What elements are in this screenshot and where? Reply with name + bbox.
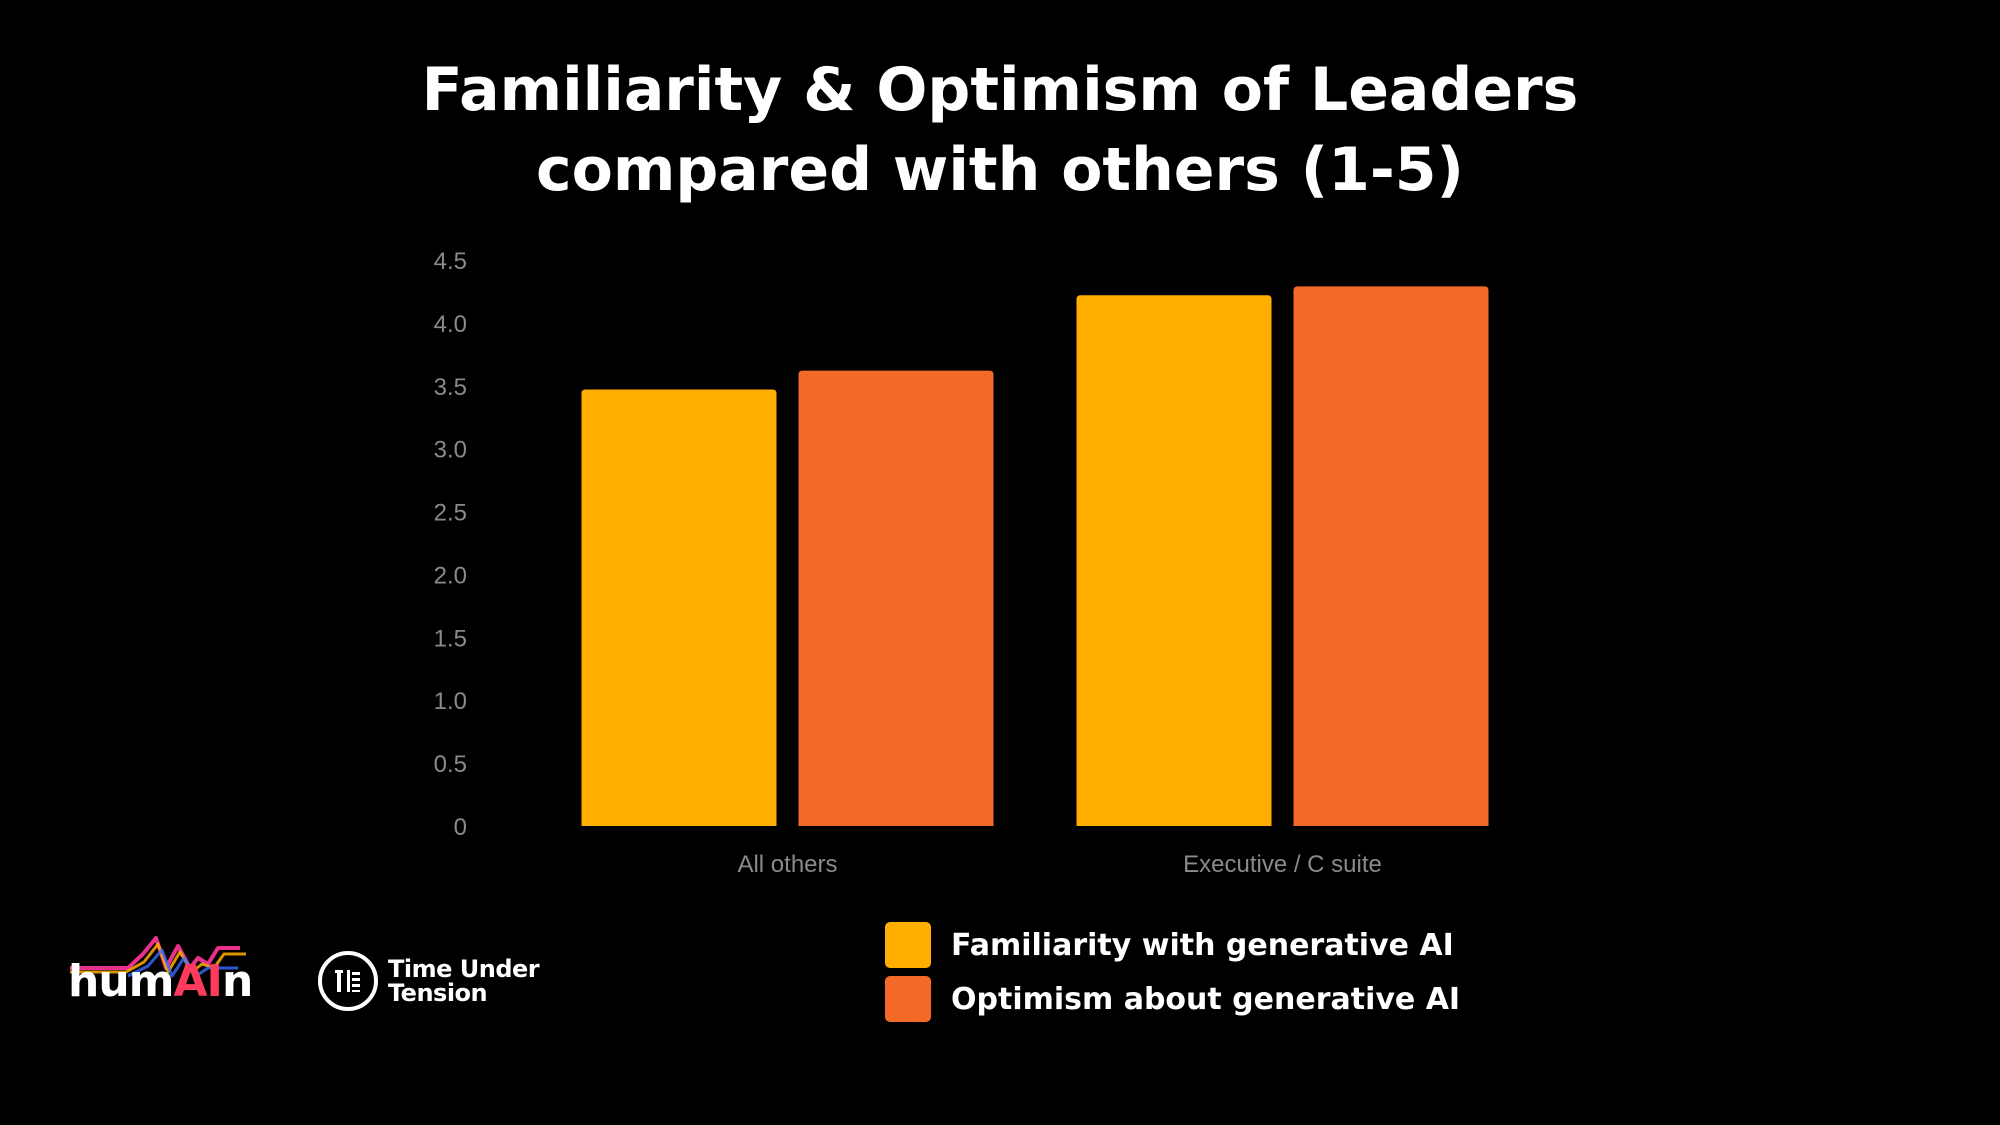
bar	[581, 389, 777, 826]
x-tick-label: All others	[737, 851, 837, 878]
legend: Familiarity with generative AI Optimism …	[885, 918, 1460, 1026]
y-tick-label: 1.5	[434, 625, 467, 652]
legend-item-optimism: Optimism about generative AI	[885, 972, 1460, 1026]
y-tick-label: 3.0	[434, 437, 467, 464]
time-under-tension-wordmark: Time Under Tension	[388, 955, 540, 1007]
bar	[1293, 286, 1489, 826]
humain-logo: humAIn	[68, 928, 258, 1008]
y-tick-label: 3.5	[434, 374, 467, 401]
legend-swatch-optimism	[885, 976, 931, 1022]
y-tick-label: 4.5	[434, 248, 467, 275]
bar	[1076, 295, 1272, 826]
x-tick-label: Executive / C suite	[1183, 851, 1382, 878]
legend-label-familiarity: Familiarity with generative AI	[951, 927, 1454, 963]
dumbbell-icon	[318, 951, 378, 1011]
y-tick-label: 4.0	[434, 311, 467, 338]
time-under-tension-logo: Time Under Tension	[318, 948, 540, 1014]
humain-logo-wave-icon	[70, 936, 246, 978]
legend-label-optimism: Optimism about generative AI	[951, 981, 1461, 1017]
chart-title-line-1: Familiarity & Optimism of Leaders	[421, 55, 1579, 125]
legend-item-familiarity: Familiarity with generative AI	[885, 918, 1460, 972]
y-tick-label: 2.0	[434, 562, 467, 589]
bar	[798, 370, 994, 826]
y-tick-label: 2.5	[434, 500, 467, 527]
y-tick-label: 0	[454, 814, 467, 841]
y-tick-label: 1.0	[434, 688, 467, 715]
humain-wordmark: humAIn	[68, 956, 253, 1007]
y-tick-label: 0.5	[434, 751, 467, 778]
legend-swatch-familiarity	[885, 922, 931, 968]
chart-title-line-2: compared with others (1-5)	[536, 135, 1464, 205]
chart-title: Familiarity & Optimism of Leaders compar…	[0, 50, 2000, 210]
